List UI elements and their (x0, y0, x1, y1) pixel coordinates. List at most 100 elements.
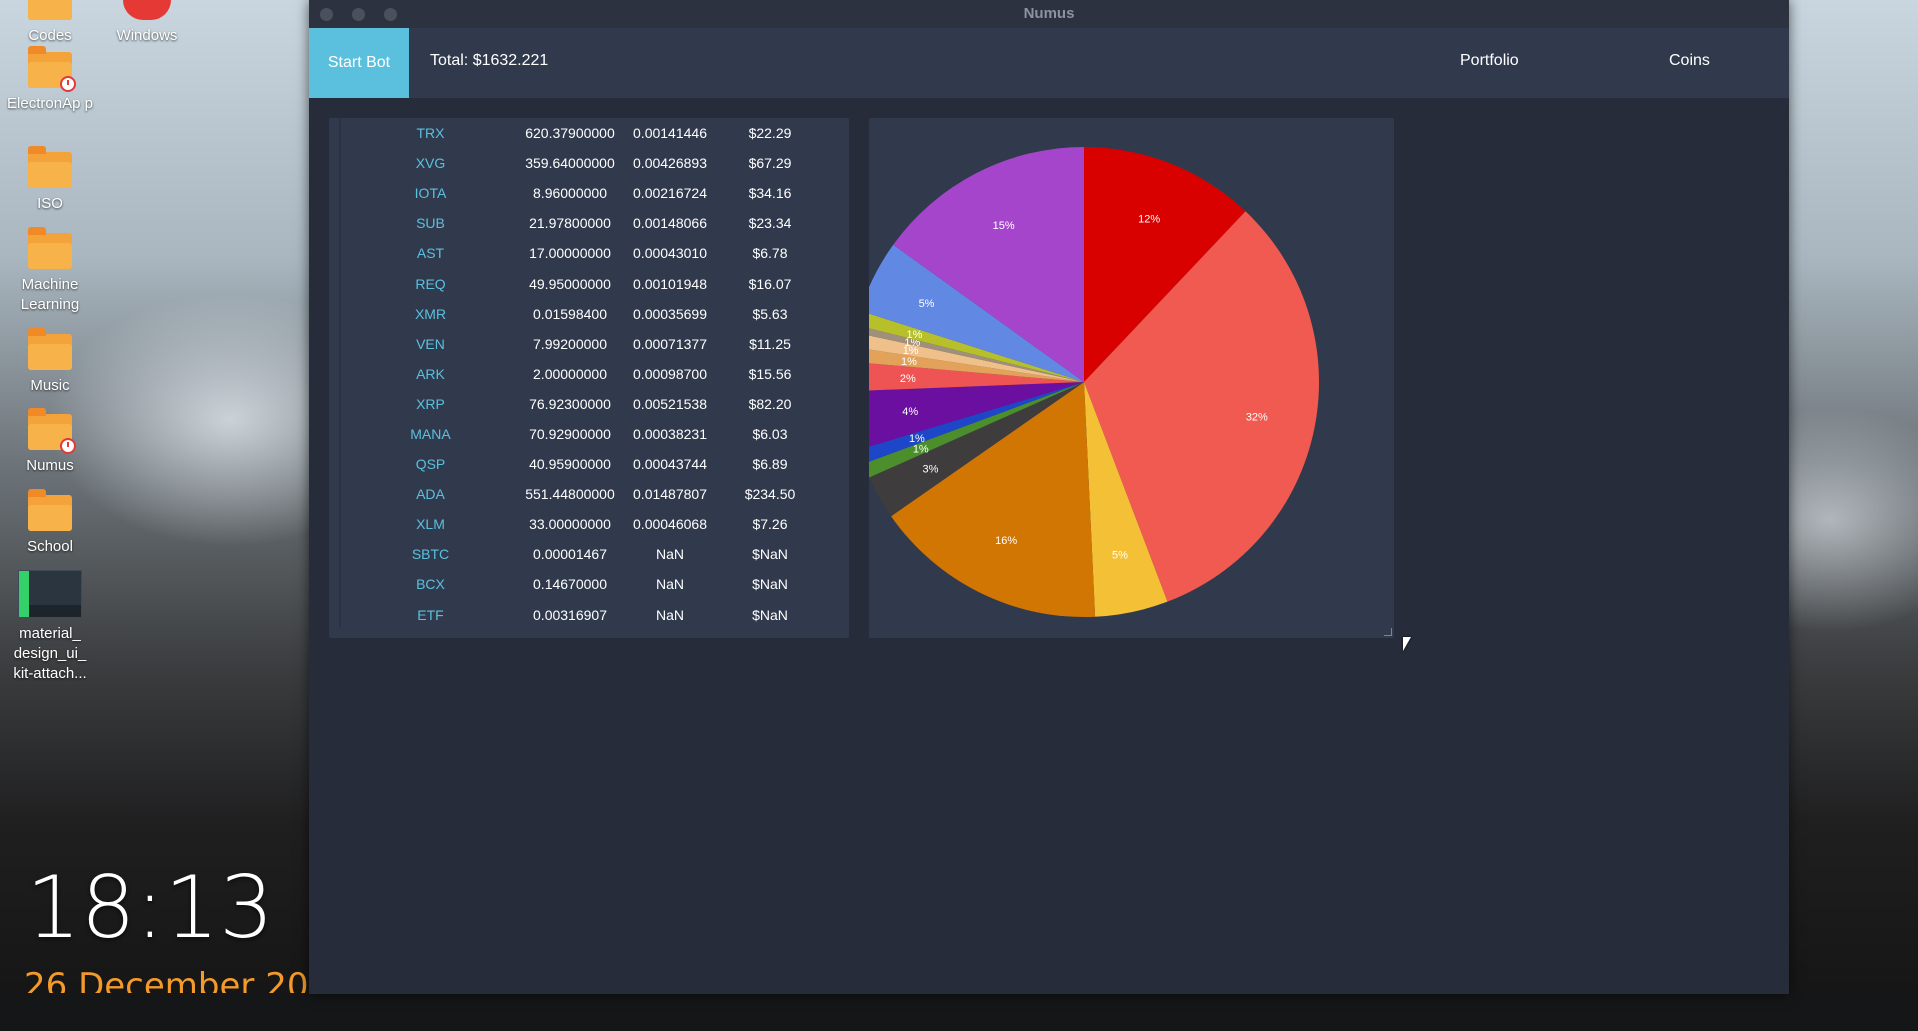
minimize-window-button[interactable] (352, 8, 365, 21)
table-row: XRP 76.92300000 0.00521538 $82.20 (341, 389, 820, 419)
allocation-pie-chart: 12%32%5%16%3%1%1%4%2%1%1%1%1%5%15% (869, 147, 1319, 617)
resize-handle-icon[interactable] (1384, 628, 1392, 636)
desktop-icon-windows[interactable]: Windows (99, 0, 195, 46)
coin-btc-price: 0.00101948 (633, 275, 707, 292)
nav-coins-link[interactable]: Coins (1669, 52, 1710, 69)
coin-amount: 33.00000000 (529, 516, 611, 533)
table-row: ARK 2.00000000 0.00098700 $15.56 (341, 359, 820, 389)
pie-slice-label: 1% (903, 345, 919, 357)
coin-btc-price: 0.00216724 (633, 185, 707, 202)
coin-symbol: SBTC (411, 546, 450, 563)
coin-symbol: BCX (416, 576, 445, 593)
start-bot-button[interactable]: Start Bot (309, 28, 409, 98)
navbar: Start Bot Total: $1632.221 Portfolio Coi… (309, 28, 1789, 98)
pie-slice-label: 3% (922, 464, 938, 476)
coin-usd-value: $82.20 (748, 395, 792, 412)
coin-usd-value: $67.29 (748, 155, 792, 172)
coin-btc-price: 0.00521538 (633, 395, 707, 412)
coin-btc-price: 0.00141446 (633, 125, 707, 142)
desktop-clock: 18:13 (26, 858, 274, 958)
desktop-icon-electronapp[interactable]: ElectronAp p (2, 46, 98, 114)
table-row: TRX 620.37900000 0.00141446 $22.29 (341, 118, 820, 148)
maximize-window-button[interactable] (384, 8, 397, 21)
pie-slice-label: 1% (909, 433, 925, 445)
pie-slice-label: 1% (901, 356, 917, 368)
nav-portfolio-link[interactable]: Portfolio (1460, 52, 1519, 69)
pie-slice-label: 12% (1138, 213, 1160, 225)
desktop-icon-label: Numus (26, 457, 74, 474)
pie-slice[interactable] (869, 347, 1084, 382)
table-left-border (339, 118, 341, 628)
pie-slice[interactable] (893, 147, 1084, 382)
coin-btc-price: 0.00038231 (633, 425, 707, 442)
pie-slice[interactable] (869, 311, 1084, 382)
coin-symbol: ARK (416, 365, 445, 382)
pie-slice[interactable] (869, 382, 1084, 478)
coin-amount: 21.97800000 (529, 215, 611, 232)
coin-usd-value: $6.03 (752, 425, 788, 442)
coin-symbol: XVG (415, 155, 446, 172)
coin-usd-value: $34.16 (748, 185, 792, 202)
app-window: Numus Start Bot Total: $1632.221 Portfol… (309, 0, 1789, 994)
pie-slice[interactable] (1084, 211, 1319, 602)
pie-slice[interactable] (869, 244, 1084, 382)
coin-amount: 76.92300000 (529, 395, 611, 412)
desktop-icon-machine-learning[interactable]: Machine Learning (2, 227, 98, 315)
desktop-icon-codes[interactable]: Codes (2, 0, 98, 46)
folder-icon (28, 0, 72, 20)
coin-btc-price: 0.01487807 (633, 486, 707, 503)
coin-symbol: XRP (416, 395, 445, 412)
table-row: AST 17.00000000 0.00043010 $6.78 (341, 238, 820, 268)
holdings-table-card: TRX 620.37900000 0.00141446 $22.29 XVG 359.64… (329, 118, 849, 638)
table-row: SUB 21.97800000 0.00148066 $23.34 (341, 208, 820, 238)
coin-symbol: ADA (416, 486, 445, 503)
coin-btc-price: 0.00043010 (633, 245, 707, 262)
desktop-icon-material-design[interactable]: material_ design_ui_ kit-attach... (2, 570, 98, 684)
table-row: VEN 7.99200000 0.00071377 $11.25 (341, 329, 820, 359)
pie-slice[interactable] (869, 362, 1084, 392)
coin-amount: 17.00000000 (529, 245, 611, 262)
folder-icon (28, 408, 76, 454)
pie-slice[interactable] (869, 382, 1084, 517)
coin-usd-value: $5.63 (752, 305, 788, 322)
coin-btc-price: 0.00071377 (633, 335, 707, 352)
pie-slice-label: 5% (919, 298, 935, 310)
taskbar (0, 993, 1918, 1031)
coin-amount: 70.92900000 (529, 425, 611, 442)
folder-icon (28, 46, 76, 92)
desktop-icon-numus[interactable]: Numus (2, 408, 98, 476)
table-row: XMR 0.01598400 0.00035699 $5.63 (341, 299, 820, 329)
coin-usd-value: $NaN (752, 576, 788, 593)
pie-slice-label: 15% (993, 220, 1015, 232)
coin-symbol: QSP (415, 456, 446, 473)
desktop-icon-label: ISO (37, 195, 63, 212)
close-window-button[interactable] (320, 8, 333, 21)
desktop-icon-music[interactable]: Music (2, 328, 98, 396)
coin-btc-price: NaN (655, 576, 684, 593)
folder-icon (28, 328, 72, 370)
coin-amount: 0.14670000 (533, 576, 607, 593)
folder-icon (28, 489, 72, 531)
coin-usd-value: $23.34 (748, 215, 792, 232)
pie-slice[interactable] (869, 382, 1084, 450)
allocation-chart-card: 12% 32% 5% 16% 3% 1% 1% 4% 2% 1% 1% 1% 1% 5% 15% (869, 118, 1394, 638)
coin-amount: 40.95900000 (529, 456, 611, 473)
table-row: MANA 70.92900000 0.00038231 $6.03 (341, 419, 820, 449)
pie-slice[interactable] (891, 382, 1096, 617)
desktop-icon-iso[interactable]: ISO (2, 146, 98, 214)
pie-slice-label: 2% (900, 373, 916, 385)
pie-slice[interactable] (1084, 382, 1168, 617)
coin-btc-price: 0.00043744 (633, 456, 707, 473)
coin-symbol: REQ (415, 275, 446, 292)
desktop-icon-label: Music (30, 377, 70, 394)
pie-slice-label: 1% (906, 329, 922, 341)
desktop-icon-label: School (27, 538, 73, 555)
coin-symbol: SUB (416, 215, 445, 232)
window-titlebar[interactable]: Numus (309, 0, 1789, 28)
coin-symbol: ETF (417, 606, 444, 623)
pie-slice[interactable] (1084, 147, 1246, 382)
coin-symbol: VEN (416, 335, 445, 352)
coin-amount: 2.00000000 (533, 365, 607, 382)
desktop-icon-school[interactable]: School (2, 489, 98, 557)
desktop-icon-label: ElectronAp p (7, 95, 93, 112)
